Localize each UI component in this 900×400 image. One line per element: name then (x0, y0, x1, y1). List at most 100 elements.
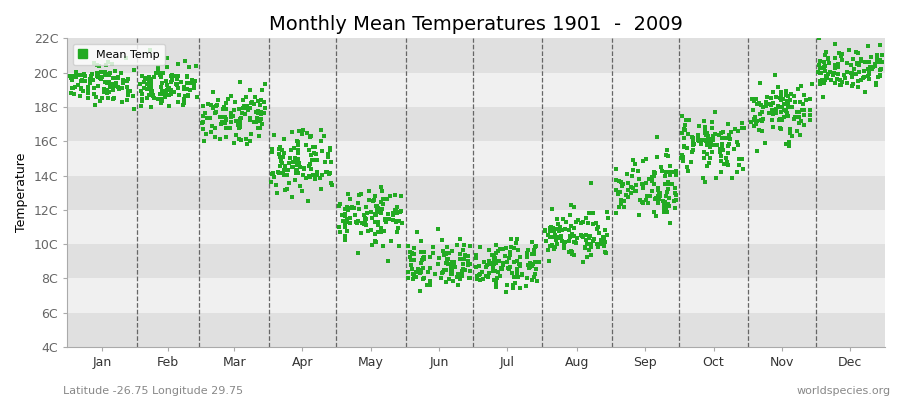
Point (231, 136, 246, 143)
Point (608, 165, 623, 172)
Point (272, 146, 286, 152)
Point (144, 82, 158, 88)
Point (651, 200, 665, 206)
Point (792, 98, 806, 105)
Point (237, 105, 251, 111)
Point (788, 99, 803, 106)
Point (253, 102, 267, 108)
Point (134, 73, 148, 79)
Point (67, 90, 81, 97)
Point (507, 274, 521, 280)
Point (213, 114, 228, 120)
Point (677, 144, 691, 150)
Point (762, 101, 777, 108)
Point (712, 146, 726, 152)
Point (305, 157, 320, 164)
Point (461, 262, 475, 268)
Point (463, 275, 477, 281)
Point (780, 109, 795, 116)
Point (388, 207, 402, 214)
Point (252, 133, 266, 139)
Point (446, 259, 461, 265)
Bar (68, 107, 885, 141)
Point (644, 176, 659, 182)
Point (338, 211, 352, 218)
Point (562, 249, 576, 256)
Point (811, 68, 825, 75)
Point (755, 109, 770, 115)
Point (869, 82, 884, 88)
Point (231, 106, 246, 112)
Point (166, 89, 181, 95)
Point (374, 184, 388, 191)
Point (586, 210, 600, 217)
Point (662, 203, 677, 210)
Point (862, 59, 877, 65)
Point (503, 263, 517, 270)
Point (338, 236, 352, 243)
Point (393, 193, 408, 200)
Point (138, 75, 152, 81)
Point (705, 136, 719, 142)
Point (712, 131, 726, 138)
Point (245, 99, 259, 105)
Point (256, 99, 271, 106)
Point (153, 72, 167, 79)
Point (410, 269, 424, 275)
Point (780, 104, 795, 110)
Point (432, 255, 446, 262)
Point (144, 75, 158, 82)
Point (697, 149, 711, 155)
Point (291, 170, 305, 176)
Point (116, 77, 130, 83)
Point (546, 246, 561, 252)
Point (84, 73, 98, 80)
Point (435, 237, 449, 244)
Point (447, 261, 462, 267)
Point (873, 56, 887, 63)
Point (282, 180, 296, 186)
Point (617, 198, 632, 205)
Point (413, 270, 428, 276)
Point (513, 261, 527, 268)
Point (598, 239, 612, 245)
Point (365, 242, 380, 248)
Point (584, 251, 598, 258)
Point (183, 80, 197, 86)
Point (567, 232, 581, 239)
Point (510, 247, 525, 254)
Point (814, 65, 829, 72)
Point (445, 271, 459, 277)
Point (453, 251, 467, 258)
Point (495, 265, 509, 272)
Point (651, 185, 665, 191)
Point (769, 72, 783, 78)
Point (170, 80, 184, 87)
Point (111, 74, 125, 80)
Point (713, 149, 727, 156)
Point (509, 235, 524, 242)
Point (780, 100, 795, 106)
Point (94, 76, 108, 83)
Point (565, 249, 580, 255)
Point (81, 84, 95, 90)
Point (371, 219, 385, 225)
Point (677, 134, 691, 141)
Point (218, 113, 232, 120)
Point (291, 156, 305, 162)
Point (678, 127, 692, 133)
Point (500, 288, 514, 295)
Point (154, 84, 168, 90)
Point (461, 262, 475, 268)
Point (858, 89, 872, 95)
Point (369, 239, 383, 245)
Point (491, 248, 505, 254)
Point (850, 61, 864, 68)
Point (147, 74, 161, 80)
Point (137, 84, 151, 91)
Point (141, 92, 156, 98)
Point (842, 47, 856, 53)
Point (676, 157, 690, 164)
Point (488, 255, 502, 261)
Point (583, 244, 598, 251)
